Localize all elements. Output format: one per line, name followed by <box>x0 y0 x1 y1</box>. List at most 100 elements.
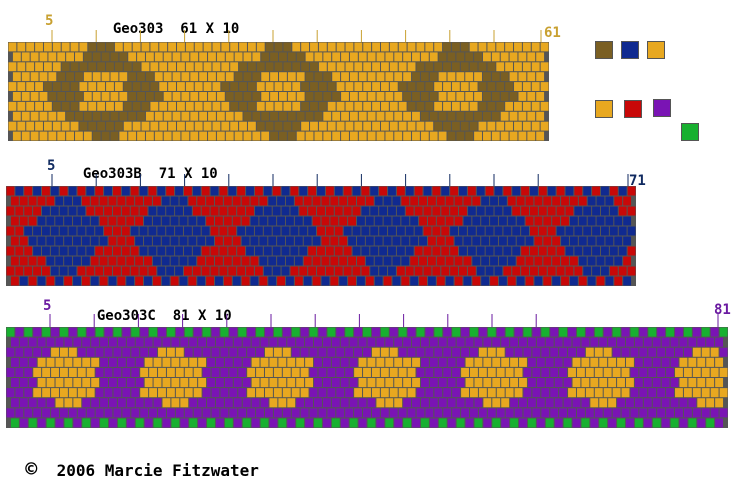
bead-cell <box>180 418 189 428</box>
bead-cell <box>237 206 246 216</box>
bead-cell <box>522 82 531 91</box>
bead-cell <box>135 276 144 286</box>
bead-cell <box>380 42 389 52</box>
bead-cell <box>450 266 459 276</box>
bead-cell <box>190 92 199 101</box>
bead-cell <box>256 327 264 337</box>
bead-cell <box>59 347 68 357</box>
bead-cell <box>92 72 101 82</box>
bead-cell <box>516 256 525 266</box>
bead-cell <box>643 418 652 428</box>
bead-cell <box>168 101 177 111</box>
bead-cell <box>52 62 61 72</box>
bead-cell <box>130 226 139 236</box>
bead-cell <box>219 246 228 256</box>
bead-cell <box>534 216 543 226</box>
bead-cell <box>260 337 269 347</box>
bead-cell <box>201 206 210 216</box>
bead-cell <box>334 206 343 216</box>
bead-cell <box>305 92 314 101</box>
bead-cell <box>590 398 599 408</box>
bead-cell <box>356 276 365 286</box>
bead-cell <box>292 121 301 131</box>
bead-cell <box>287 92 296 101</box>
bead-cell <box>478 347 487 357</box>
bead-cell <box>592 226 601 236</box>
bead-cell <box>101 111 110 121</box>
bead-cell <box>192 206 201 216</box>
bead-cell <box>500 72 509 82</box>
bead-cell <box>252 52 261 62</box>
bead-cell <box>50 206 59 216</box>
bead-cell <box>41 226 50 236</box>
bead-cell <box>190 52 199 62</box>
bead-cell <box>392 256 401 266</box>
bead-cell <box>139 226 148 236</box>
bead-cell <box>77 246 86 256</box>
bead-cell <box>625 337 634 347</box>
bead-cell <box>443 82 451 91</box>
bead-cell <box>325 266 334 276</box>
bead-cell <box>39 131 48 141</box>
bead-cell <box>207 378 215 388</box>
bead-cell <box>572 378 581 388</box>
bead-cell <box>305 418 314 428</box>
bead-cell <box>327 388 336 398</box>
bead-cell <box>559 347 568 357</box>
bead-cell <box>469 42 478 52</box>
bead-cell <box>341 131 349 141</box>
bead-cell <box>521 246 530 256</box>
bead-cell <box>675 327 683 337</box>
bead-cell <box>126 378 135 388</box>
bead-cell <box>64 357 73 367</box>
bead-cell <box>19 196 28 206</box>
bead-cell <box>128 72 137 82</box>
bead-cell <box>83 52 92 62</box>
bead-cell <box>166 226 175 236</box>
bead-cell <box>323 72 332 82</box>
bead-cell <box>126 398 135 408</box>
bead-cell <box>197 236 206 246</box>
bead-cell <box>108 256 117 266</box>
bead-cell <box>403 357 412 367</box>
bead-cell <box>552 256 561 266</box>
bead-cell <box>166 367 175 377</box>
bead-cell <box>376 111 385 121</box>
bead-cell <box>609 266 618 276</box>
bead-cell <box>648 388 657 398</box>
bead-cell <box>301 101 310 111</box>
bead-cell <box>523 327 532 337</box>
bead-cell <box>228 226 237 236</box>
copyright-text: 2006 Marcie Fitzwater <box>56 461 259 480</box>
bead-cell <box>190 72 199 82</box>
bead-cell <box>339 196 348 206</box>
bead-cell <box>318 121 327 131</box>
bead-cell <box>352 266 361 276</box>
bead-cell <box>260 418 269 428</box>
bead-cell <box>79 101 88 111</box>
bead-cell <box>436 276 445 286</box>
bead-cell <box>474 418 483 428</box>
pattern3-dims: 81 X 10 <box>172 308 232 324</box>
bead-cell <box>15 266 24 276</box>
bead-cell <box>345 62 354 72</box>
bead-cell <box>441 186 450 196</box>
bead-cell <box>263 226 272 236</box>
bead-cell <box>77 186 86 196</box>
bead-cell <box>603 327 612 337</box>
bead-cell <box>135 196 144 206</box>
bead-cell <box>261 72 270 82</box>
bead-cell <box>117 216 126 226</box>
bead-cell <box>207 418 215 428</box>
bead-cell <box>260 378 269 388</box>
bead-cell <box>432 206 441 216</box>
bead-cell <box>392 276 401 286</box>
bead-cell <box>514 82 522 91</box>
bead-cell <box>385 398 394 408</box>
bead-cell <box>296 398 305 408</box>
bead-cell <box>149 367 158 377</box>
bead-cell <box>79 42 88 52</box>
bead-cell <box>485 206 494 216</box>
bead-cell <box>427 216 436 226</box>
bead-cell <box>625 357 634 367</box>
